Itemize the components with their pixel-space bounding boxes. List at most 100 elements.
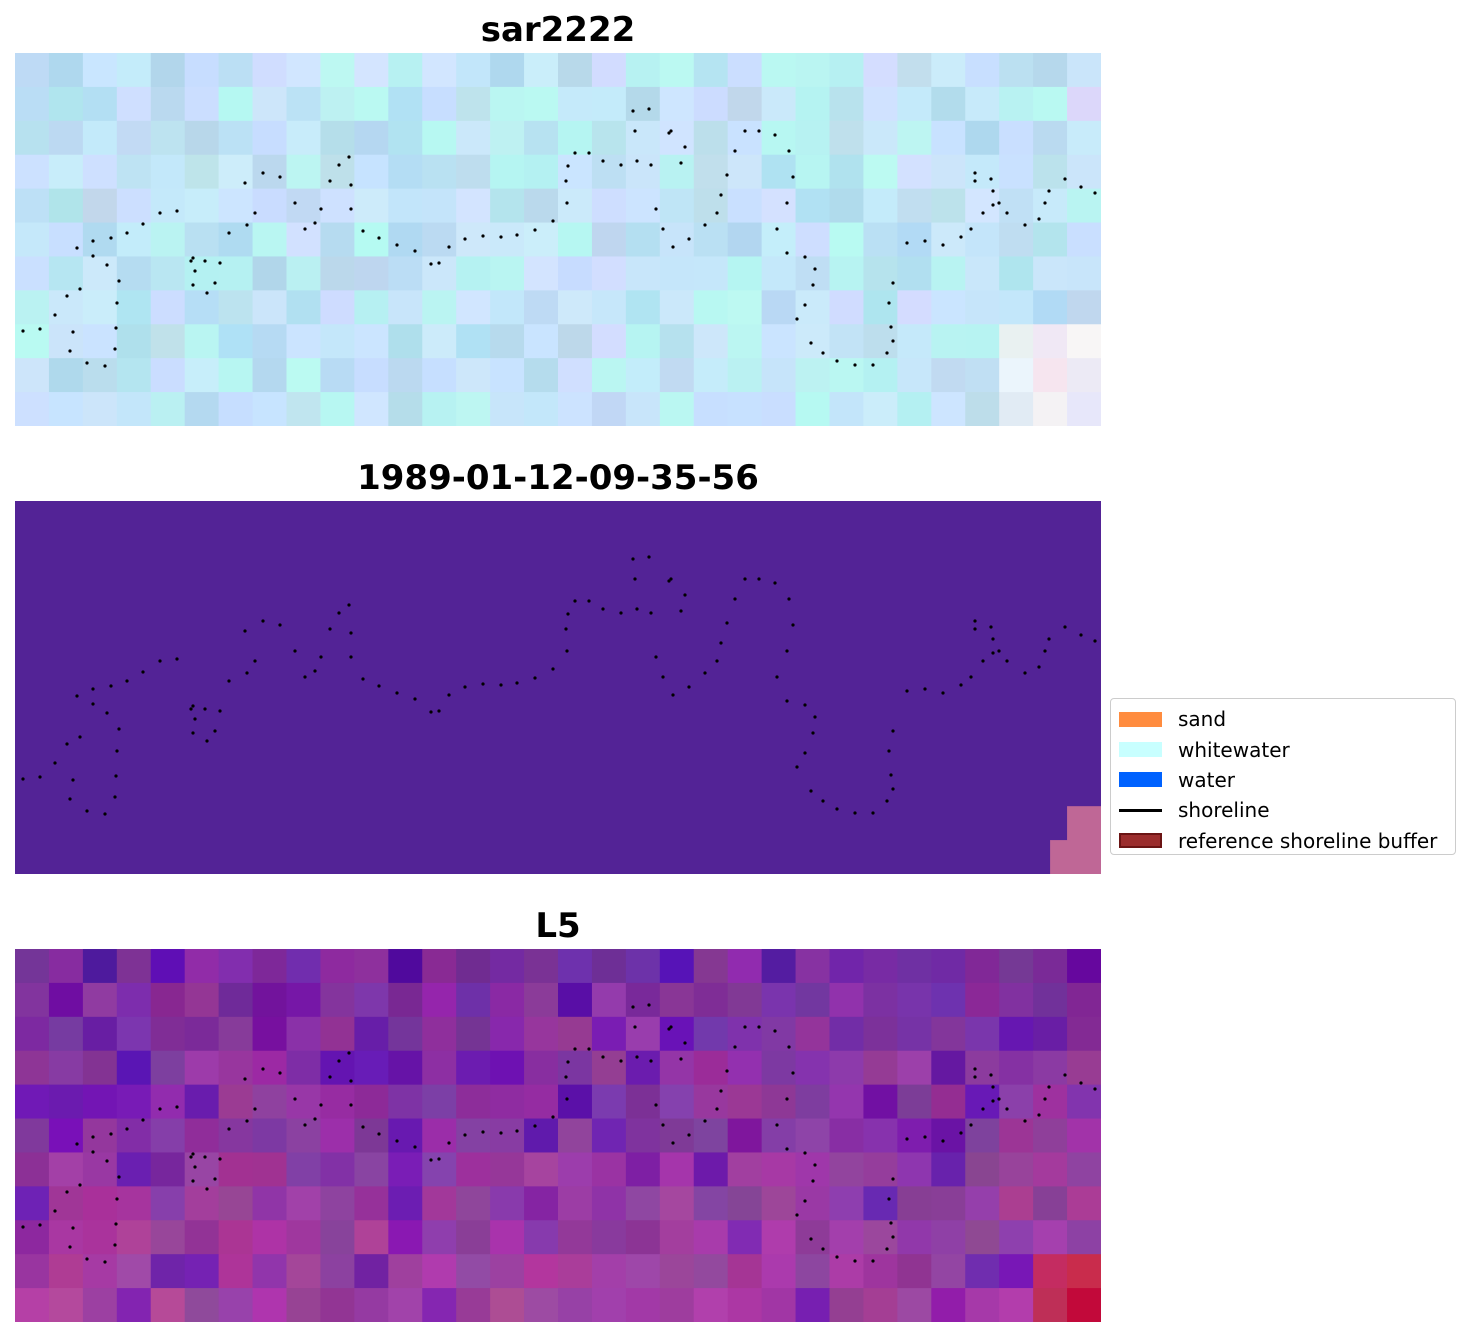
sar-pixel [15,290,50,325]
classified-image-panel [15,501,1101,874]
shoreline-dot [631,109,635,113]
shoreline-dot [565,649,569,653]
shoreline-dot [395,1139,399,1143]
sar-pixel [965,358,1000,393]
shoreline-dot [803,751,807,755]
l5-pixel [829,1254,865,1289]
shoreline-dot [631,1005,635,1009]
shoreline-dot [205,291,209,295]
l5-pixel [252,1118,288,1154]
sar-pixel [184,188,220,224]
l5-pixel [795,1084,831,1120]
sar-pixel [116,324,152,359]
shoreline-dot [245,671,249,675]
shoreline-dot [887,301,891,305]
shoreline-dot [141,222,145,226]
l5-pixel [931,1152,966,1187]
l5-pixel [116,1118,152,1154]
l5-pixel [693,1186,729,1221]
shoreline-dot [654,1103,658,1107]
l5-pixel [1067,1118,1101,1154]
shoreline-dot [587,1047,591,1051]
shoreline-dot [78,735,82,739]
shoreline-dot [313,669,317,673]
l5-pixel [965,982,1000,1018]
sar-pixel [82,256,118,291]
l5-pixel [286,1186,322,1221]
sar-pixel [931,188,966,224]
sar-pixel [897,53,932,88]
l5-pixel [931,1288,966,1322]
shoreline-dot [245,1119,249,1123]
l5-pixel [761,1118,797,1154]
l5-pixel [829,1288,865,1322]
sar-pixel [1067,53,1101,88]
sar-pixel [727,86,763,122]
shoreline-dot [647,1003,651,1007]
shoreline-dot [661,227,665,231]
sar-pixel [625,188,661,224]
l5-pixel [82,1084,118,1120]
sar-pixel [931,256,966,291]
shoreline-dot [791,623,795,627]
shoreline-dot [923,1135,927,1139]
shoreline-dot [715,211,719,215]
shoreline-dot [91,702,95,706]
l5-pixel [1033,982,1068,1018]
sar-pixel [15,86,50,122]
l5-pixel [524,1254,559,1289]
l5-pixel [354,1050,389,1086]
sar-pixel [558,256,593,291]
l5-pixel [1033,1152,1068,1187]
shoreline-dot [437,261,441,265]
sar-pixel [422,154,457,190]
shoreline-dot [891,1177,895,1181]
sar-pixel [218,256,254,291]
l5-pixel [591,982,627,1018]
sar-pixel [1033,358,1068,393]
l5-pixel [524,1050,559,1086]
l5-pixel [286,1016,322,1052]
shoreline-dot [85,1257,89,1261]
l5-pixel [659,1220,695,1255]
l5-pixel [761,1220,797,1255]
shoreline-dot [687,1133,691,1137]
shoreline-dot [413,249,417,253]
shoreline-dot [969,227,973,231]
shoreline-dot [654,655,658,659]
sar-pixel [116,222,152,258]
sar-pixel [625,222,661,258]
shoreline-dot [633,129,637,133]
shoreline-dot [349,207,353,211]
sar-pixel [558,392,593,426]
shoreline-dot [303,1123,307,1127]
l5-pixel [558,1050,593,1086]
sar-pixel [999,256,1034,291]
l5-pixel [252,1254,288,1289]
shoreline-dot [671,1141,675,1145]
l5-pixel [116,1016,152,1052]
shoreline-dot [218,709,222,713]
shoreline-dot [175,657,179,661]
sar-pixel [116,188,152,224]
sar-pixel [422,188,457,224]
shoreline-dot [533,228,537,232]
l5-pixel [625,949,661,984]
sar-pixel [286,392,322,426]
sar-pixel [218,290,254,325]
sar-pixel [15,222,50,258]
sar-pixel [82,392,118,426]
shoreline-dot [65,294,69,298]
l5-pixel [286,1050,322,1086]
l5-pixel [82,1220,118,1255]
sar-pixel [48,358,84,393]
shoreline-dot [158,211,162,215]
shoreline-dot [733,1045,737,1049]
shoreline-dot [227,231,231,235]
l5-pixel [829,1050,865,1086]
shoreline-dot [105,711,109,715]
sar-pixel [456,222,491,258]
shoreline-dot [141,1118,145,1122]
shoreline-dot [337,1059,341,1063]
sar-pixel [388,222,423,258]
